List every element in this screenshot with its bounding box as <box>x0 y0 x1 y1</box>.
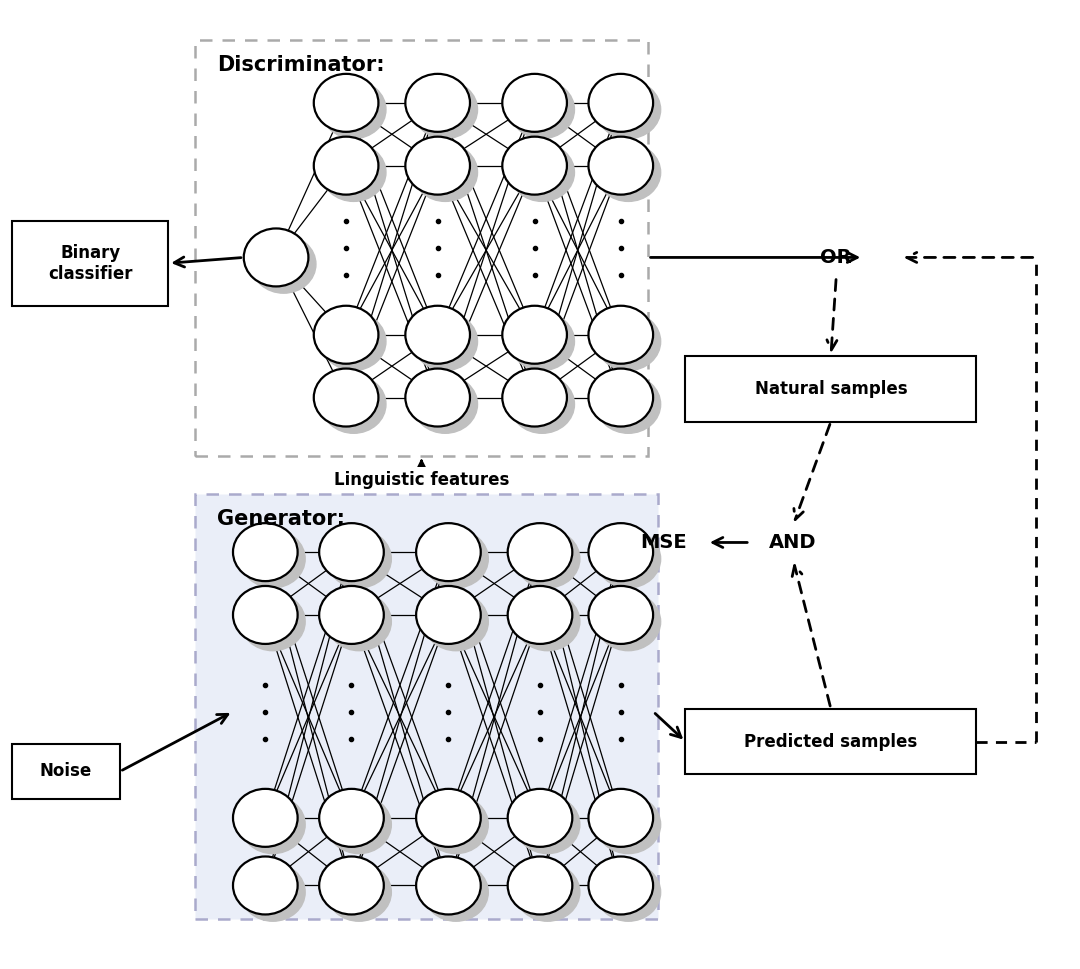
Text: OR: OR <box>821 248 852 266</box>
Circle shape <box>233 789 298 847</box>
Circle shape <box>596 143 661 202</box>
Circle shape <box>241 863 306 922</box>
Circle shape <box>252 235 316 294</box>
Circle shape <box>589 586 653 644</box>
Circle shape <box>314 74 378 132</box>
Circle shape <box>596 375 661 433</box>
Circle shape <box>508 523 572 581</box>
Circle shape <box>596 313 661 370</box>
Circle shape <box>322 143 386 202</box>
Circle shape <box>596 593 661 651</box>
Circle shape <box>241 593 306 651</box>
Circle shape <box>502 306 567 363</box>
Circle shape <box>423 796 488 854</box>
Circle shape <box>320 789 383 847</box>
Circle shape <box>413 80 477 139</box>
Circle shape <box>596 796 661 854</box>
Circle shape <box>314 306 378 363</box>
Circle shape <box>322 375 386 433</box>
Circle shape <box>510 80 575 139</box>
FancyBboxPatch shape <box>195 494 659 920</box>
Circle shape <box>327 530 391 588</box>
Circle shape <box>502 368 567 426</box>
Text: AND: AND <box>769 533 816 552</box>
Circle shape <box>416 789 481 847</box>
Circle shape <box>508 857 572 915</box>
Circle shape <box>405 368 470 426</box>
Circle shape <box>416 857 481 915</box>
Circle shape <box>233 523 298 581</box>
Circle shape <box>416 586 481 644</box>
Circle shape <box>322 313 386 370</box>
FancyBboxPatch shape <box>686 708 976 774</box>
Circle shape <box>233 857 298 915</box>
Circle shape <box>596 530 661 588</box>
FancyBboxPatch shape <box>12 744 120 798</box>
Circle shape <box>320 586 383 644</box>
Circle shape <box>413 375 477 433</box>
Text: Natural samples: Natural samples <box>755 380 907 398</box>
Circle shape <box>320 857 383 915</box>
Circle shape <box>515 530 580 588</box>
Text: Binary
classifier: Binary classifier <box>48 244 133 283</box>
Circle shape <box>327 796 391 854</box>
FancyBboxPatch shape <box>686 356 976 422</box>
FancyBboxPatch shape <box>195 40 648 455</box>
Circle shape <box>314 137 378 195</box>
Circle shape <box>508 789 572 847</box>
Circle shape <box>233 586 298 644</box>
Circle shape <box>589 789 653 847</box>
Circle shape <box>502 137 567 195</box>
Circle shape <box>589 523 653 581</box>
Circle shape <box>510 143 575 202</box>
Circle shape <box>241 530 306 588</box>
Circle shape <box>405 306 470 363</box>
Circle shape <box>314 368 378 426</box>
Circle shape <box>589 368 653 426</box>
Circle shape <box>589 137 653 195</box>
Circle shape <box>589 857 653 915</box>
Circle shape <box>322 80 386 139</box>
Circle shape <box>515 593 580 651</box>
Circle shape <box>244 229 309 287</box>
Circle shape <box>596 863 661 922</box>
Circle shape <box>596 80 661 139</box>
Text: Generator:: Generator: <box>217 509 345 529</box>
Circle shape <box>327 863 391 922</box>
Text: Linguistic features: Linguistic features <box>334 471 509 488</box>
Circle shape <box>405 137 470 195</box>
Circle shape <box>241 796 306 854</box>
FancyBboxPatch shape <box>12 221 168 306</box>
Text: MSE: MSE <box>640 533 687 552</box>
Circle shape <box>413 313 477 370</box>
Circle shape <box>423 530 488 588</box>
Circle shape <box>423 593 488 651</box>
Circle shape <box>515 796 580 854</box>
Circle shape <box>510 313 575 370</box>
Text: Predicted samples: Predicted samples <box>744 733 918 751</box>
Circle shape <box>413 143 477 202</box>
Circle shape <box>515 863 580 922</box>
Circle shape <box>416 523 481 581</box>
Text: Noise: Noise <box>40 763 92 780</box>
Circle shape <box>423 863 488 922</box>
Text: Discriminator:: Discriminator: <box>217 54 384 75</box>
Circle shape <box>510 375 575 433</box>
Circle shape <box>508 586 572 644</box>
Circle shape <box>327 593 391 651</box>
Circle shape <box>502 74 567 132</box>
Circle shape <box>320 523 383 581</box>
Circle shape <box>589 74 653 132</box>
Circle shape <box>405 74 470 132</box>
Circle shape <box>589 306 653 363</box>
